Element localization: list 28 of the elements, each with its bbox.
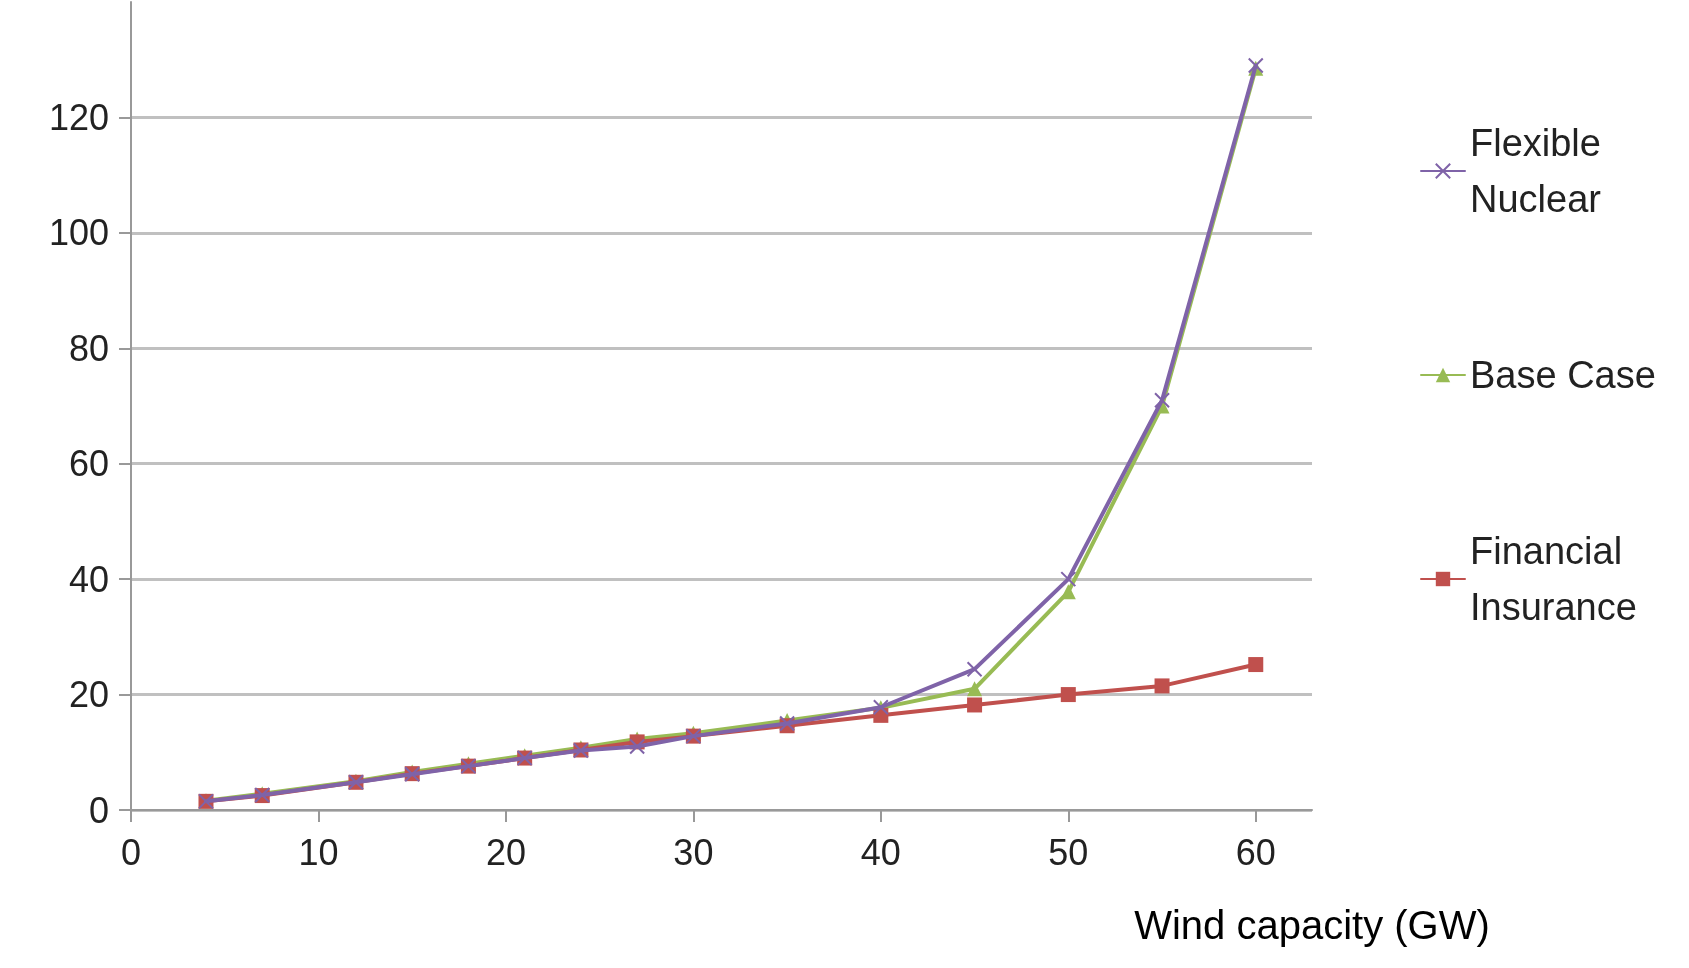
point bbox=[967, 681, 983, 697]
y-tick-label: 100 bbox=[48, 212, 109, 254]
y-tick-label: 120 bbox=[48, 96, 109, 138]
point bbox=[967, 697, 983, 713]
point bbox=[1060, 571, 1077, 588]
point bbox=[1060, 687, 1076, 703]
x-axis-title: Wind capacity (GW) bbox=[1134, 903, 1490, 947]
point bbox=[629, 738, 646, 755]
x-tick-label: 10 bbox=[298, 831, 339, 873]
y-tick-label: 60 bbox=[68, 443, 109, 485]
y-tick-label: 80 bbox=[68, 327, 109, 369]
point bbox=[1154, 678, 1170, 694]
point bbox=[1060, 584, 1076, 600]
point bbox=[966, 661, 983, 678]
x-tick-label: 40 bbox=[860, 831, 901, 873]
legend-label: Financial Insurance bbox=[1470, 530, 1637, 628]
x-tick-label: 50 bbox=[1048, 831, 1089, 873]
x-tick-label: 60 bbox=[1235, 831, 1276, 873]
x-tick-label: 30 bbox=[673, 831, 714, 873]
point bbox=[1154, 392, 1171, 409]
legend-label: Flexible Nuclear bbox=[1470, 122, 1612, 220]
point bbox=[1248, 657, 1264, 673]
x-tick-label: 0 bbox=[120, 831, 142, 873]
y-tick-label: 0 bbox=[88, 789, 109, 831]
legend-label: Base Case bbox=[1470, 354, 1656, 396]
y-tick-label: 20 bbox=[68, 674, 109, 716]
x-tick-label: 20 bbox=[485, 831, 526, 873]
y-tick-label: 40 bbox=[68, 558, 109, 600]
